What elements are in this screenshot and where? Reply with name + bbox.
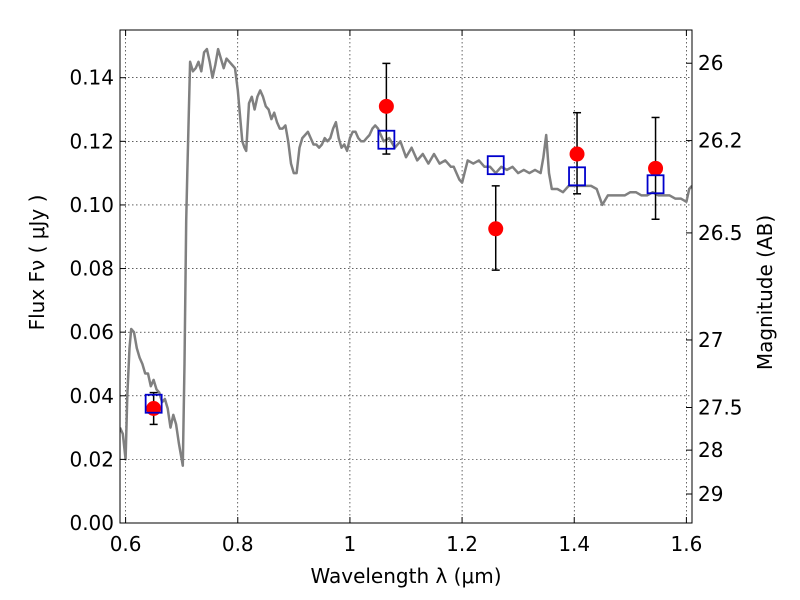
y-tick-label: 0.06 [69, 320, 114, 344]
x-tick-label: 1.6 [670, 532, 702, 556]
y2-tick-label: 29 [698, 482, 723, 506]
model-spectrum-line [120, 47, 692, 467]
y-tick-label: 0.08 [69, 257, 114, 281]
plot-frame [119, 29, 693, 524]
y-tick-label: 0.04 [69, 384, 114, 408]
y-axis-label: Flux Fν ( μJy ) [25, 195, 49, 331]
y2-tick-label: 27 [698, 328, 723, 352]
secondary-y-axis-label: Magnitude (AB) [753, 215, 777, 370]
y-tick-label: 0.00 [69, 511, 114, 535]
y-tick-label: 0.02 [69, 447, 114, 471]
y2-tick-label: 26 [698, 51, 723, 75]
y-tick-label: 0.14 [69, 66, 114, 90]
observed-flux-point [648, 160, 664, 176]
photometry-points [144, 62, 665, 426]
x-tick-label: 0.8 [222, 532, 254, 556]
y2-tick-label: 28 [698, 438, 723, 462]
x-tick-label: 1.2 [446, 532, 478, 556]
observed-flux-point [569, 146, 585, 162]
model-flux-square [568, 166, 586, 187]
model-flux-square [646, 174, 665, 195]
y-tick-label: 0.12 [69, 129, 114, 153]
y2-tick-label: 26.5 [698, 221, 743, 245]
y-tick-label: 0.10 [69, 193, 114, 217]
model-spectrum-series [120, 47, 692, 467]
model-flux-square [486, 155, 505, 176]
observed-flux-point [378, 98, 394, 114]
x-axis-label: Wavelength λ (μm) [310, 564, 501, 588]
y2-tick-label: 26.2 [698, 129, 743, 153]
x-tick-label: 1 [344, 532, 357, 556]
x-tick-label: 1.4 [558, 532, 590, 556]
model-flux-square [144, 393, 163, 414]
observed-flux-point [146, 400, 162, 416]
observed-flux-point [488, 221, 504, 237]
y2-tick-label: 27.5 [698, 396, 743, 420]
x-tick-label: 0.6 [110, 532, 142, 556]
model-flux-square [377, 129, 396, 150]
axis-ticks: 0.6 0.8 1 1.2 1.4 1.6 0.00 0.02 0.04 0.06 0.08 0.10… [69, 30, 743, 556]
